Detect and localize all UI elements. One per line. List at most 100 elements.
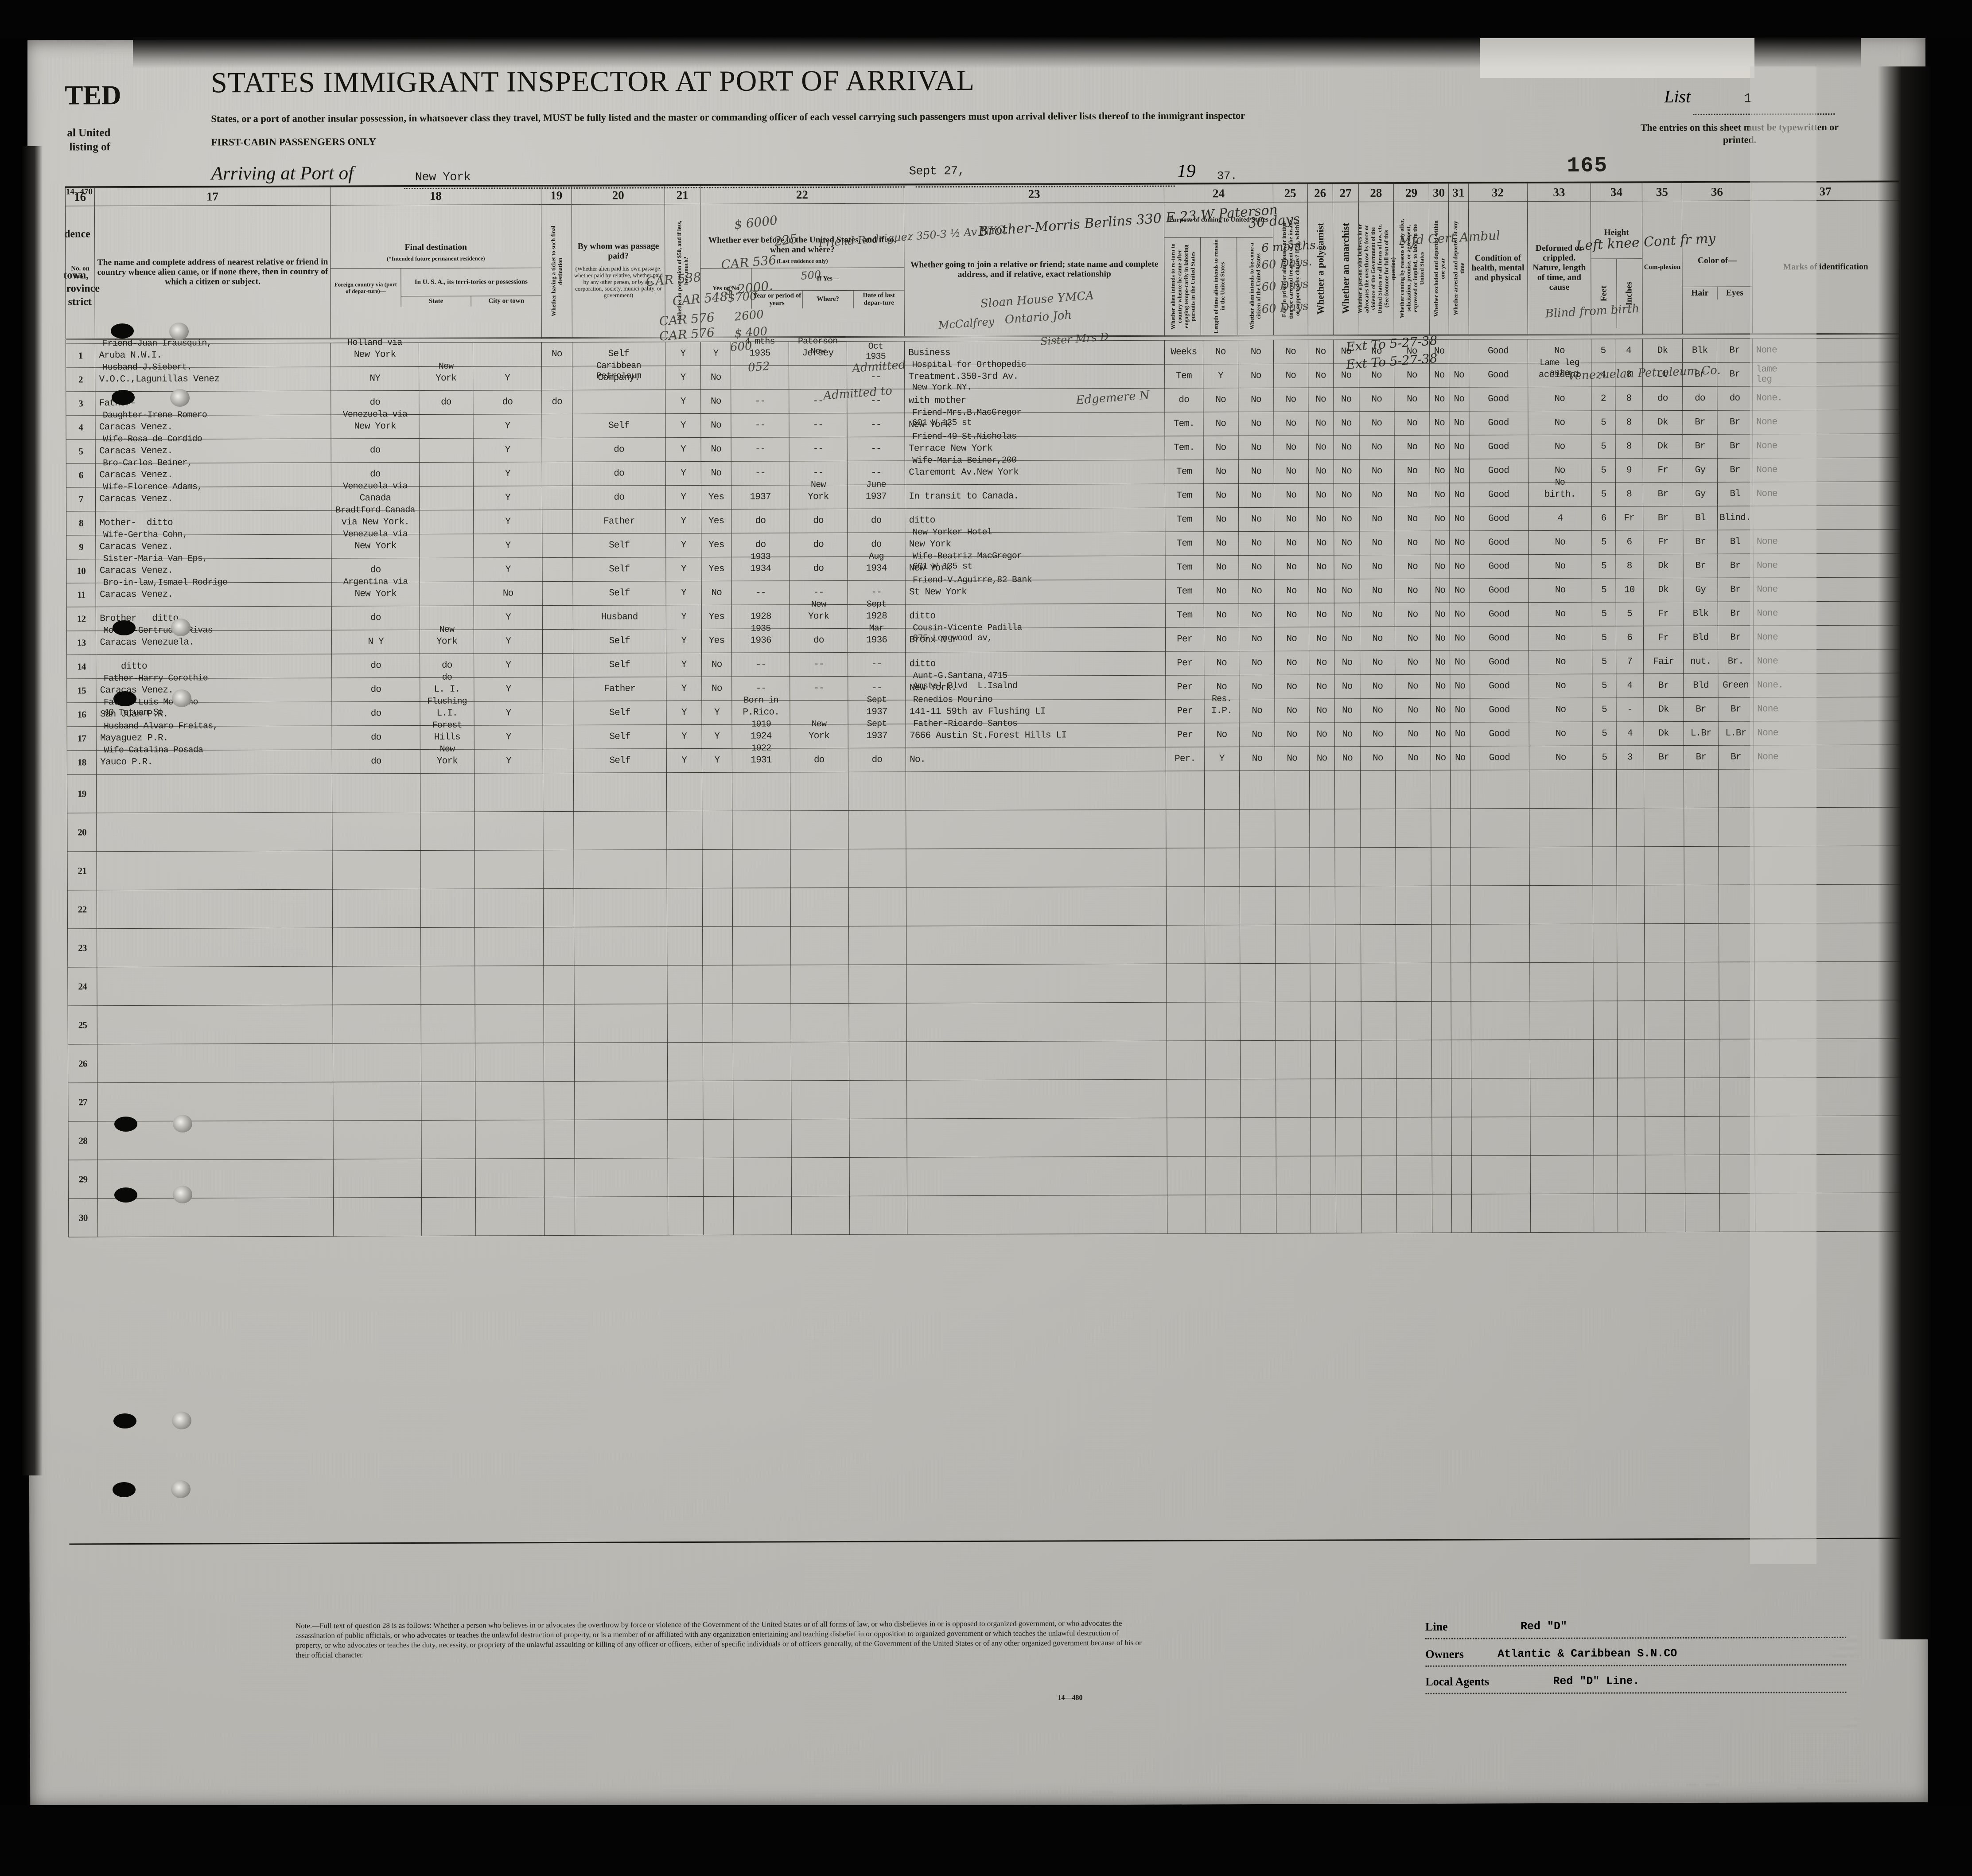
prison-almshouse-text: No (1285, 394, 1296, 405)
excluded-deported-text: No (1435, 729, 1446, 740)
dest-foreign-country-text (333, 985, 420, 986)
prior-us-departure (849, 1196, 908, 1235)
dest-foreign-country: do (332, 749, 420, 774)
anarchist: No (1334, 722, 1360, 747)
intends-return: Tem (1165, 603, 1204, 628)
possession-amount: No (701, 653, 732, 677)
arrested-deported: No (1450, 698, 1470, 723)
passage-paid-by-text: do (614, 492, 625, 503)
dest-city-text: Y (506, 684, 511, 695)
health-condition-text: Good (1488, 561, 1509, 572)
dest-foreign-country-text: do (370, 661, 381, 671)
dest-city: Y (474, 677, 543, 702)
intends-citizen-text: No (1251, 538, 1262, 549)
row-number: 5 (66, 439, 96, 463)
dest-state: York New (419, 362, 473, 391)
possession-amount-text: Y (713, 348, 719, 359)
vessel-line-block: Line Red "D" Owners Atlantic & Caribbean… (1425, 1616, 1847, 1700)
owners-value: Atlantic & Caribbean S.N.CO (1497, 1647, 1677, 1661)
prior-us-year-text: 1928 (750, 611, 771, 622)
reinforcement-tab (173, 1115, 192, 1133)
intends-return-text: Tem (1176, 538, 1192, 549)
passage-paid-by: Father (573, 677, 666, 701)
anarchist (1335, 847, 1361, 886)
overthrow-belief: No (1359, 363, 1395, 388)
possession-amount-text: No (711, 588, 722, 598)
intends-return-text: Tem. (1173, 419, 1195, 429)
eye-color: Green (1718, 673, 1754, 698)
anarchist (1336, 1194, 1362, 1233)
anarchist: No (1334, 483, 1360, 507)
health-condition: Good (1469, 602, 1529, 627)
prison-almshouse: No (1275, 723, 1309, 747)
possession-amount-text: No (712, 683, 722, 694)
joining-relative-text (910, 1060, 1167, 1061)
prior-us-where (790, 926, 849, 965)
eye-color: Br (1718, 601, 1754, 626)
dest-state (420, 773, 475, 812)
anarchist: No (1334, 627, 1360, 651)
polygamist: No (1309, 722, 1335, 747)
length-of-stay (1205, 1117, 1241, 1156)
eye-color: do (1717, 386, 1753, 411)
polygamist (1310, 1001, 1336, 1041)
prior-us-year (733, 1042, 791, 1081)
possession-amount (703, 1081, 734, 1120)
polygamist-text: No (1315, 418, 1326, 429)
stub-line-2: listing of (69, 141, 110, 153)
possession-amount (702, 811, 733, 850)
hair-color: Br (1683, 434, 1718, 459)
passage-paid-by: Company. Caribbean Petroleum (572, 361, 665, 390)
joining-relative-text: Claremont Av.New York Wife-Maria Beiner,2… (909, 455, 1019, 478)
height-inches-text: 7 (1627, 657, 1633, 667)
polygamist (1310, 1117, 1336, 1156)
excluded-deported-text: No (1434, 466, 1445, 476)
health-condition: Good (1470, 722, 1529, 747)
height-inches: 4 (1614, 339, 1643, 363)
dest-city: Y (474, 653, 543, 678)
possession-50: Y (665, 509, 701, 533)
labor-agreement-text: No (1407, 585, 1418, 596)
relative-name-address (97, 928, 333, 967)
labor-agreement: No (1395, 555, 1431, 579)
relative-name-address-text: Aruba N.W.I. Friend-Juan Irausquin, (99, 338, 212, 361)
has-ticket (543, 850, 574, 889)
row-number: 14 (66, 654, 97, 679)
hdr-where: Where? (802, 290, 854, 308)
relative-name-address (97, 851, 333, 890)
dest-foreign-country-text: do (370, 708, 381, 719)
excluded-deported: No (1430, 507, 1450, 531)
complexion: do (1642, 386, 1683, 411)
dest-foreign-country-above: Venezuela via (343, 529, 408, 540)
anarchist (1336, 1156, 1362, 1195)
passage-paid-by-text: Self (609, 564, 630, 575)
height-inches: 4 (1616, 721, 1644, 746)
hair-color (1685, 1116, 1720, 1155)
excluded-deported: No (1430, 627, 1450, 651)
possession-50 (666, 811, 702, 850)
passage-paid-by: Self (573, 748, 667, 773)
intends-return-text: Per (1177, 730, 1193, 740)
health-condition-text: Good (1488, 609, 1510, 620)
arrested-deported-text: No (1454, 609, 1465, 620)
health-condition: Good (1469, 363, 1528, 388)
joining-relative (906, 1002, 1167, 1042)
dest-foreign-country-text: do (370, 732, 381, 743)
intends-citizen: No (1239, 651, 1275, 675)
passage-paid-by-text (574, 907, 667, 908)
colnum-22: 22 (700, 185, 904, 204)
labor-agreement (1396, 1078, 1432, 1117)
table-row: 29 (68, 1154, 1902, 1199)
excluded-deported-text: No (1434, 346, 1445, 357)
excluded-deported (1431, 809, 1451, 848)
polygamist-text: No (1315, 346, 1326, 357)
labor-agreement: No (1395, 746, 1431, 771)
joining-relative: Treatment.350-3rd Av. Hospital for Orthop… (904, 360, 1165, 393)
passage-paid-by (573, 849, 667, 889)
possession-50-text: Y (681, 612, 687, 623)
possession-50-text: Y (680, 373, 686, 383)
possession-50: Y (666, 701, 702, 725)
possession-50: Y (666, 677, 702, 701)
prison-almshouse: No (1274, 531, 1309, 556)
excluded-deported (1431, 1078, 1452, 1117)
